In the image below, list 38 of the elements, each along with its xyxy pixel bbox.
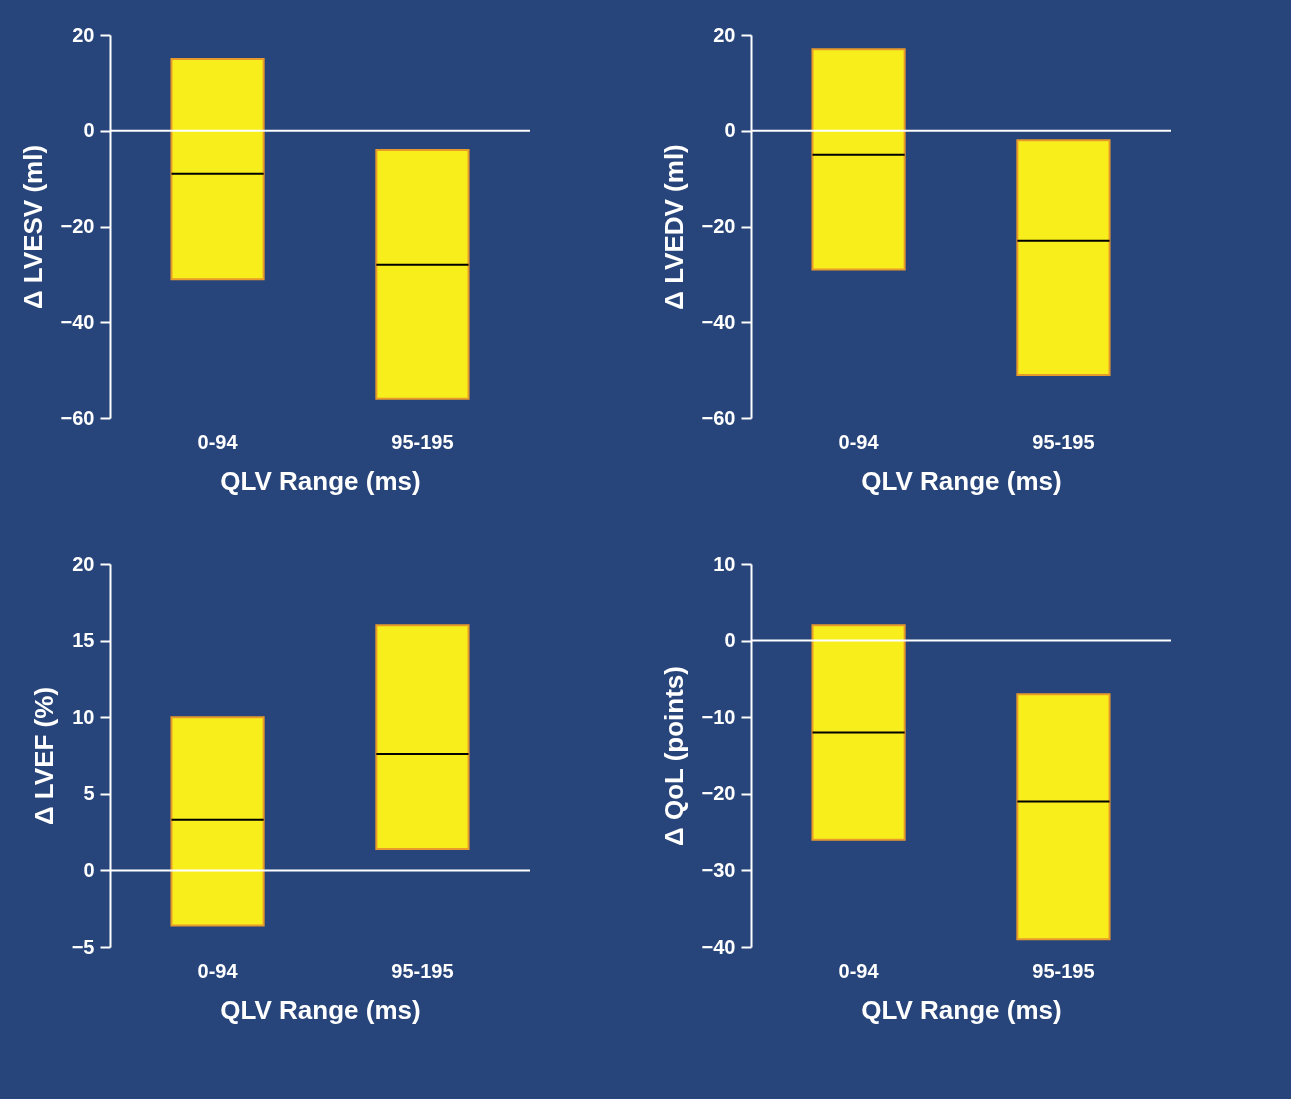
- y-tick-label: −30: [701, 858, 736, 881]
- y-tick-label: 0: [83, 858, 95, 881]
- y-tick-label: 0: [83, 119, 95, 142]
- x-tick-label: 0-94: [838, 430, 880, 453]
- y-tick-label: −20: [701, 782, 736, 805]
- y-axis-title: Δ LVEF (%): [28, 686, 59, 826]
- x-tick-label: 0-94: [197, 430, 239, 453]
- y-tick-label: 5: [83, 782, 95, 805]
- x-tick-label: 95-195: [1032, 959, 1095, 982]
- x-axis-title: QLV Range (ms): [220, 465, 421, 496]
- y-tick-label: −20: [60, 215, 95, 237]
- x-axis-title: QLV Range (ms): [861, 994, 1062, 1025]
- x-tick-label: 95-195: [391, 959, 454, 982]
- y-tick-label: −40: [701, 935, 736, 958]
- y-tick-label: −60: [701, 406, 736, 429]
- y-tick-label: 10: [713, 552, 736, 575]
- y-tick-label: 20: [713, 23, 736, 46]
- x-axis-title: QLV Range (ms): [861, 465, 1062, 496]
- x-tick-label: 95-195: [1032, 430, 1095, 453]
- y-tick-label: 0: [724, 629, 736, 652]
- y-axis-title: Δ LVEDV (ml): [658, 144, 689, 310]
- y-tick-label: −40: [701, 310, 736, 333]
- y-tick-label: 20: [72, 23, 95, 46]
- y-axis-title: Δ QoL (points): [658, 666, 689, 846]
- y-tick-label: −60: [60, 406, 95, 429]
- x-axis-title: QLV Range (ms): [220, 994, 421, 1025]
- y-tick-label: −20: [701, 215, 736, 237]
- y-tick-label: 15: [72, 629, 95, 652]
- x-tick-label: 0-94: [838, 959, 880, 982]
- y-tick-label: −5: [71, 935, 95, 958]
- y-tick-label: −40: [60, 310, 95, 333]
- x-tick-label: 0-94: [197, 959, 239, 982]
- y-tick-label: −10: [701, 705, 736, 728]
- y-tick-label: 10: [72, 705, 95, 728]
- y-axis-title: Δ LVESV (ml): [17, 144, 48, 310]
- x-tick-label: 95-195: [391, 430, 454, 453]
- y-tick-label: 0: [724, 119, 736, 142]
- y-tick-label: 20: [72, 552, 95, 575]
